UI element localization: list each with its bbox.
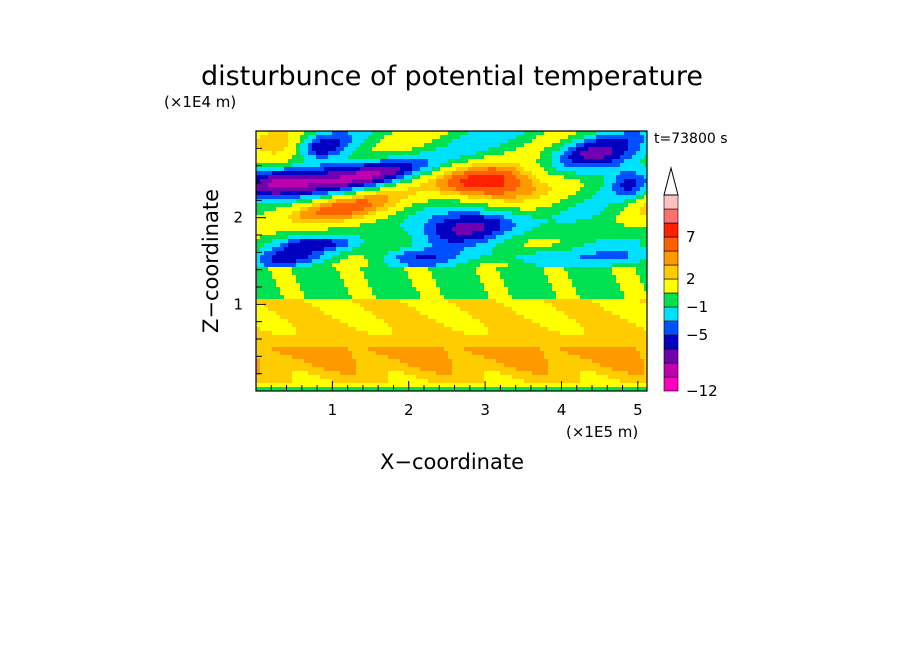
- colorbar-box: [663, 264, 679, 280]
- x-tick-label: 1: [328, 401, 338, 419]
- x-axis-label: X−coordinate: [380, 450, 524, 474]
- z-unit-label: (×1E4 m): [164, 93, 236, 111]
- colorbar-box: [663, 208, 679, 224]
- z-axis-label: Z−coordinate: [199, 189, 223, 333]
- z-axis: 12: [233, 147, 266, 375]
- colorbar-tick-label: 7: [686, 228, 696, 246]
- z-tick-label: 1: [233, 295, 243, 313]
- colorbar-box: [663, 362, 679, 378]
- z-tick-label: 2: [233, 209, 243, 227]
- colorbar-box: [663, 292, 679, 308]
- colorbar-box: [663, 222, 679, 238]
- colorbar-tick-label: −12: [686, 382, 718, 400]
- colorbar-box: [663, 348, 679, 364]
- colorbar-box: [663, 194, 679, 210]
- chart-title: disturbunce of potential temperature: [201, 61, 703, 92]
- x-tick-label: 5: [633, 401, 643, 419]
- x-axis: 1 2 3 4 5: [270, 381, 643, 419]
- contour-field: [256, 131, 647, 391]
- colorbar-box: [663, 306, 679, 322]
- colorbar-box: [663, 250, 679, 266]
- colorbar-tick-label: −1: [686, 298, 708, 316]
- colorbar-box: [663, 320, 679, 336]
- colorbar-tick-label: 2: [686, 270, 696, 288]
- colorbar-box: [663, 376, 679, 392]
- x-tick-label: 3: [480, 401, 490, 419]
- time-label: t=73800 s: [654, 131, 728, 147]
- x-tick-label: 2: [404, 401, 414, 419]
- x-tick-label: 4: [557, 401, 567, 419]
- colorbar-box: [663, 278, 679, 294]
- colorbar: 7 2 −1 −5 −12: [663, 166, 718, 400]
- colorbar-box: [663, 334, 679, 350]
- colorbar-box: [663, 236, 679, 252]
- plot-frame: [255, 130, 648, 392]
- colorbar-tick-label: −5: [686, 326, 708, 344]
- colorbar-arrow: [663, 166, 679, 196]
- x-unit-label: (×1E5 m): [566, 423, 638, 441]
